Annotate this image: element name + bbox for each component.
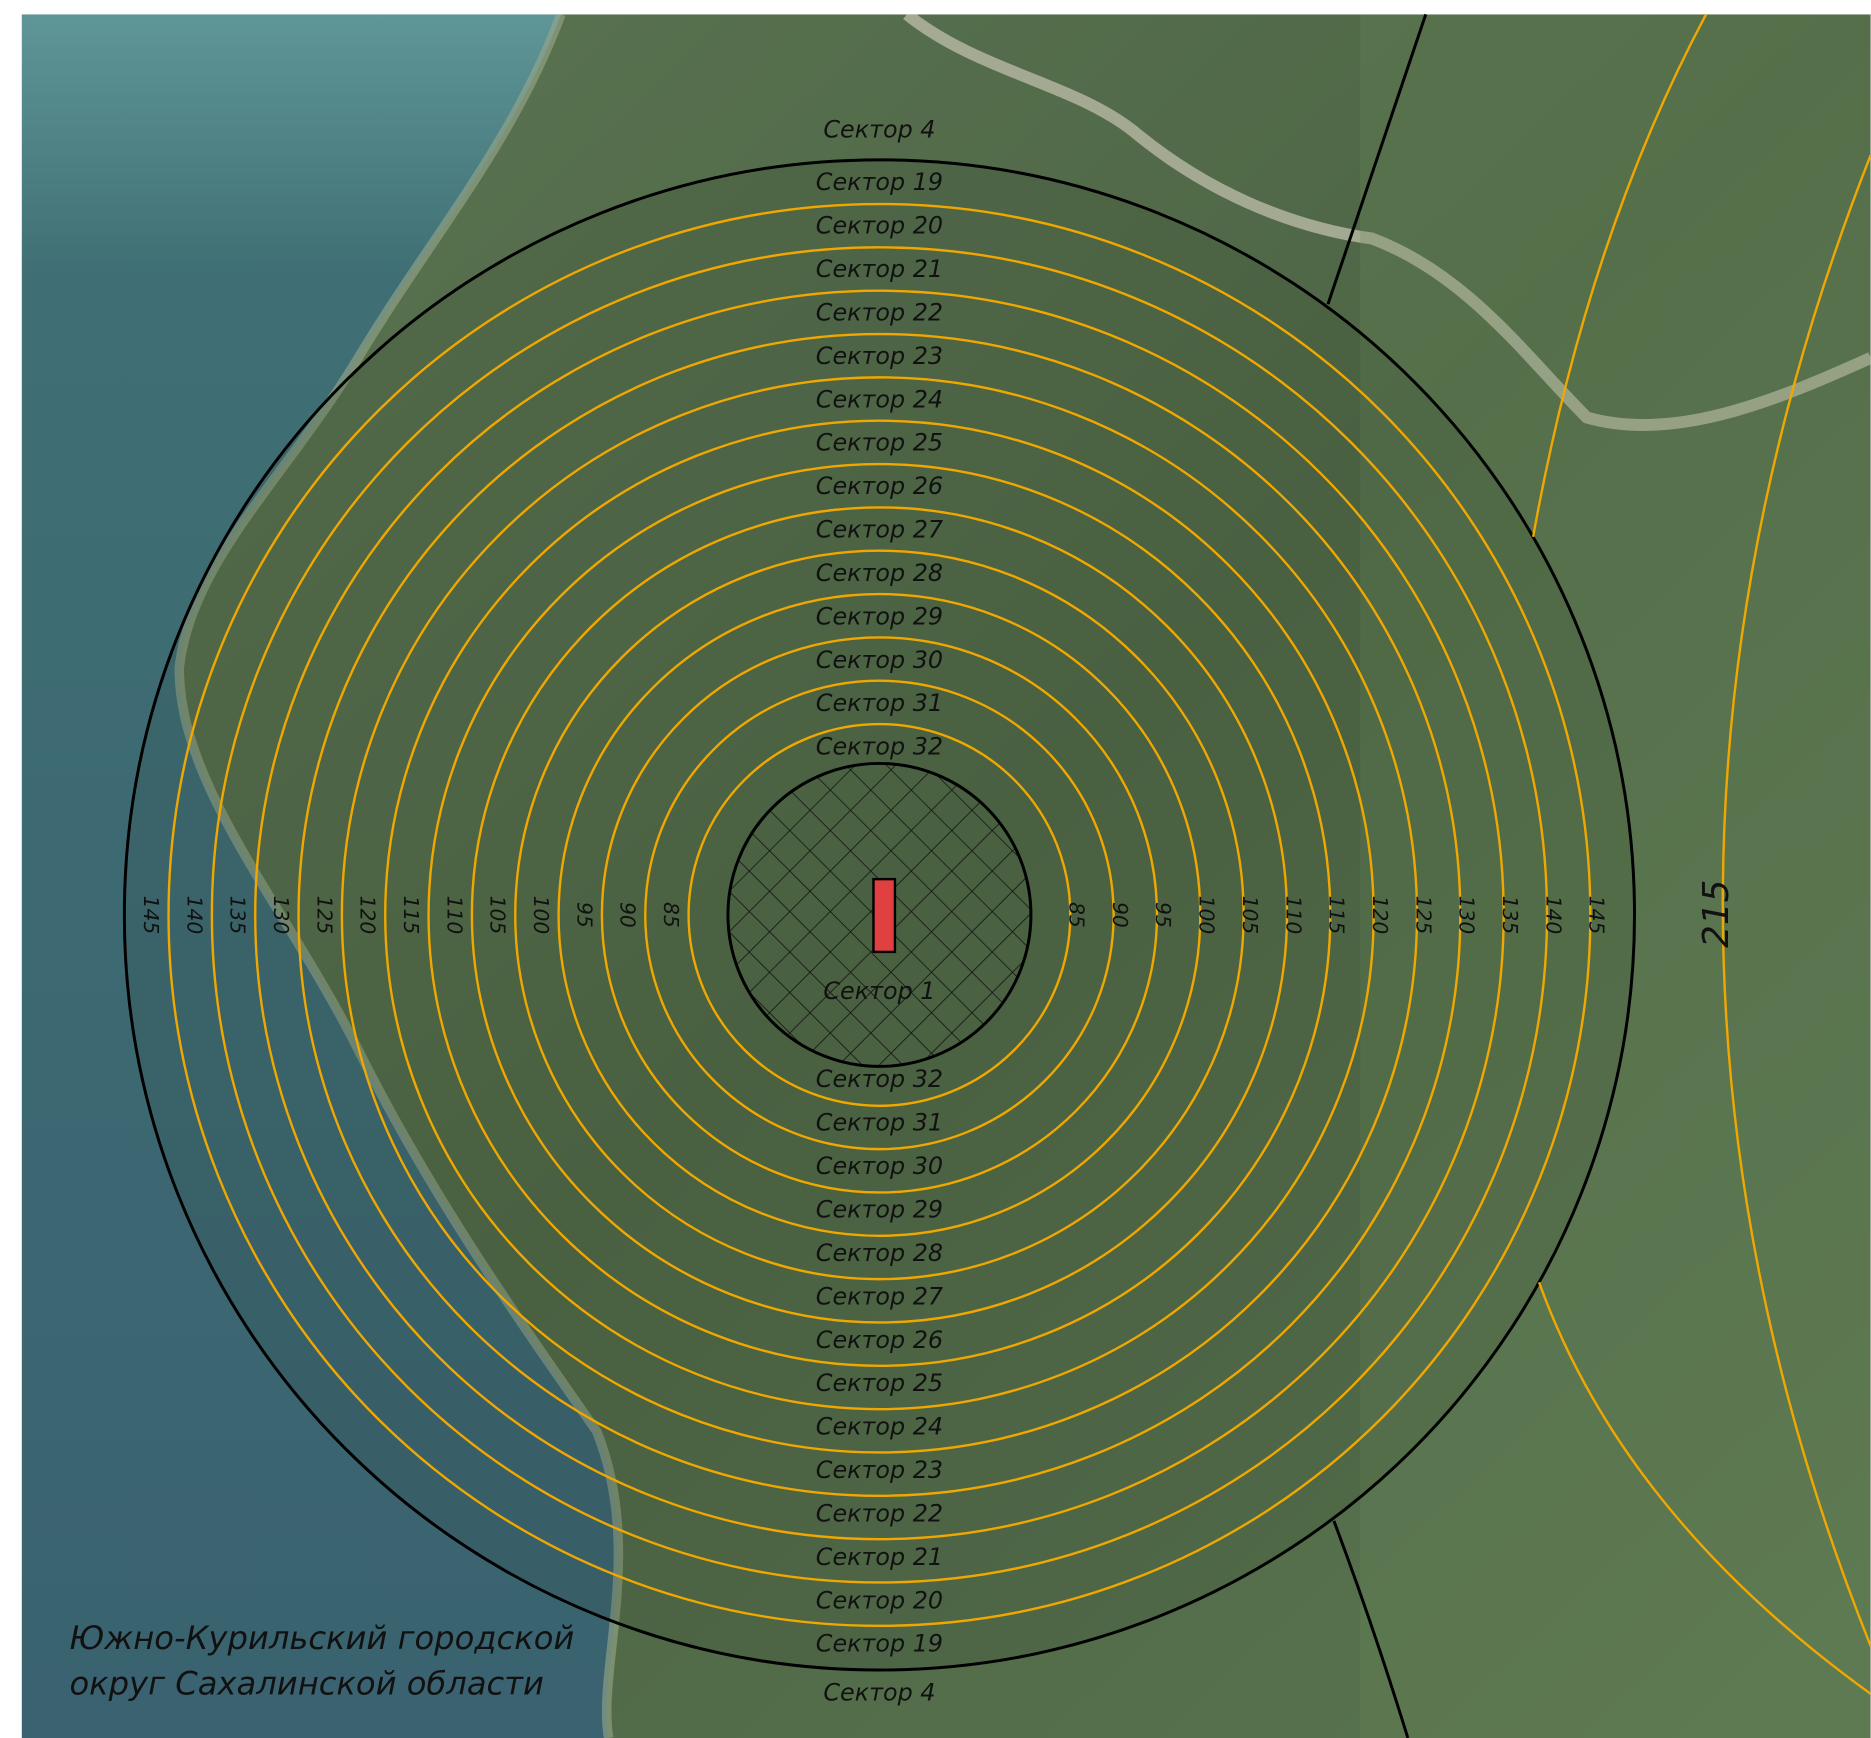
ring-label: 105 [1238, 896, 1262, 935]
region-label: округ Сахалинской области [69, 1665, 543, 1703]
sector-label: Сектор 27 [816, 1282, 943, 1310]
boundary-arc [1332, 1520, 1410, 1738]
ring-label: 90 [616, 902, 640, 928]
sector-label: Сектор 19 [816, 1630, 943, 1658]
sector-label: Сектор 32 [816, 1065, 943, 1093]
ring-label: 85 [659, 902, 683, 928]
ring [297, 332, 1462, 1498]
sector-label: Сектор 25 [816, 1369, 943, 1397]
sector-label: Сектор 20 [816, 1586, 943, 1614]
sector-label: Сектор 28 [816, 1239, 943, 1267]
sector-label: Сектор 23 [816, 1456, 943, 1484]
sector-label: Сектор 32 [816, 733, 943, 761]
ring-label: 145 [1585, 896, 1609, 935]
sector-label: Сектор 29 [816, 1195, 943, 1223]
ring [254, 289, 1505, 1541]
forest-east [1360, 14, 1871, 1738]
sector-label: Сектор 31 [816, 689, 943, 717]
ring-label: 100 [1195, 896, 1219, 935]
sector-label: Сектор 30 [816, 1152, 943, 1180]
ring-label: 110 [1281, 896, 1305, 935]
boundary-arc [1326, 13, 1428, 305]
ring [427, 462, 1332, 1367]
ring-label: 125 [1411, 896, 1435, 935]
sector-label: Сектор 21 [816, 255, 943, 283]
sector-label: Сектор 22 [816, 298, 943, 326]
ring-label: 95 [572, 902, 596, 928]
rings [167, 202, 1592, 1628]
ring [644, 679, 1115, 1151]
ring-label: 95 [1151, 902, 1175, 928]
sector-label: Сектор 27 [816, 516, 943, 544]
sector-label: Сектор 1 [823, 977, 935, 1005]
ring [340, 376, 1419, 1454]
sector-label: Сектор 31 [816, 1109, 943, 1137]
sector-label: Сектор 26 [816, 1326, 943, 1354]
sector-label: Сектор 24 [816, 385, 943, 413]
water [21, 14, 619, 1738]
ring-label: 135 [226, 896, 250, 935]
ring-label: 120 [356, 896, 380, 935]
ring-label: 140 [182, 896, 206, 935]
zone-arc [1531, 13, 1708, 537]
sector-label: Сектор 20 [816, 212, 943, 240]
ring-label: 100 [529, 896, 553, 935]
imagery [21, 14, 1871, 1738]
ring-label: 110 [442, 896, 466, 935]
ring-label: 115 [1325, 896, 1349, 935]
zone-arc [1537, 1281, 1871, 1695]
ring-label: 215 [1696, 880, 1737, 948]
ring-label: 130 [269, 896, 293, 935]
ring-label: 90 [1108, 902, 1132, 928]
sector-label: Сектор 19 [816, 168, 943, 196]
ring [210, 246, 1549, 1584]
sector-label: Сектор 24 [816, 1413, 943, 1441]
sector-label: Сектор 4 [823, 1678, 935, 1706]
road [903, 14, 1871, 432]
ring [687, 722, 1072, 1107]
ring-label: 105 [486, 896, 510, 935]
ring-label: 115 [399, 896, 423, 935]
ring-label: 135 [1498, 896, 1522, 935]
ring [167, 202, 1592, 1628]
ring [557, 592, 1202, 1237]
ring [470, 506, 1289, 1324]
ring [514, 549, 1245, 1281]
sector-label: Сектор 26 [816, 472, 943, 500]
ring-label: 140 [1541, 896, 1565, 935]
sector-label: Сектор 23 [816, 342, 943, 370]
ring [384, 419, 1375, 1411]
object [872, 877, 897, 954]
ring-label: 125 [312, 896, 336, 935]
ring-label: 130 [1455, 896, 1479, 935]
sector-label: Сектор 30 [816, 646, 943, 674]
ring-label: 145 [139, 896, 163, 935]
ring [600, 636, 1159, 1194]
sector-label: Сектор 25 [816, 429, 943, 457]
shoreline [174, 14, 624, 1738]
sector-label: Сектор 4 [823, 116, 935, 144]
zone-arc [1721, 154, 1871, 1647]
sector-label: Сектор 28 [816, 559, 943, 587]
sector-label: Сектор 21 [816, 1543, 943, 1571]
region-label: Южно-Курильский городской [69, 1619, 574, 1657]
ring-label: 120 [1368, 896, 1392, 935]
sector-label: Сектор 29 [816, 602, 943, 630]
ring-label: 85 [1065, 902, 1089, 928]
sector-label: Сектор 22 [816, 1499, 943, 1527]
